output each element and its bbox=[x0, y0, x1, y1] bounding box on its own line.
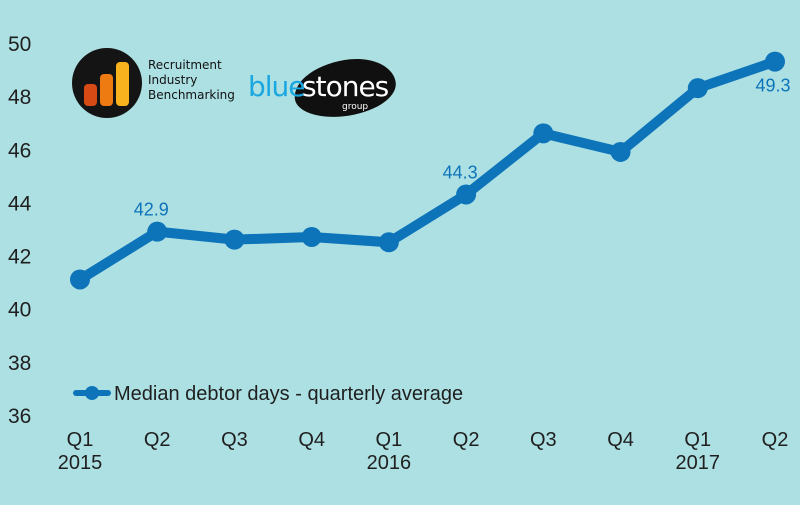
bluestones-group-logo: blue stones group bbox=[246, 54, 406, 122]
x-tick-label: Q3 bbox=[530, 429, 557, 451]
data-point bbox=[456, 184, 477, 205]
data-label: 42.9 bbox=[134, 200, 169, 220]
legend-marker bbox=[85, 386, 99, 400]
logo-text-line: Recruitment bbox=[148, 58, 222, 72]
x-year-label: 2016 bbox=[367, 452, 412, 474]
y-tick-label: 44 bbox=[8, 192, 32, 215]
y-tick-label: 36 bbox=[8, 405, 31, 428]
logo-word-blue: blue bbox=[248, 70, 306, 103]
data-point bbox=[610, 141, 631, 162]
legend-label: Median debtor days - quarterly average bbox=[114, 383, 463, 405]
data-point bbox=[224, 229, 245, 250]
logo-text-line: Benchmarking bbox=[148, 88, 235, 102]
y-tick-label: 46 bbox=[8, 139, 31, 162]
x-tick-label: Q4 bbox=[607, 429, 634, 451]
data-point bbox=[378, 232, 399, 253]
bar-chart-logo-icon bbox=[72, 48, 142, 118]
recruitment-industry-benchmarking-logo: Recruitment Industry Benchmarking bbox=[72, 48, 242, 120]
x-tick-label: Q2 bbox=[762, 429, 789, 451]
logo-text-line: Industry bbox=[148, 73, 198, 87]
x-tick-label: Q4 bbox=[298, 429, 325, 451]
data-label: 44.3 bbox=[443, 162, 478, 182]
data-point bbox=[533, 123, 554, 144]
y-tick-label: 50 bbox=[8, 33, 31, 56]
x-tick-label: Q1 bbox=[684, 429, 711, 451]
x-tick-label: Q2 bbox=[144, 429, 171, 451]
data-label: 49.3 bbox=[755, 76, 790, 96]
data-point bbox=[147, 221, 168, 242]
logo-word-group: group bbox=[342, 102, 369, 112]
x-tick-label: Q1 bbox=[376, 429, 403, 451]
x-tick-label: Q3 bbox=[221, 429, 248, 451]
logo-word-stones: stones bbox=[302, 70, 389, 103]
x-tick-label: Q1 bbox=[67, 429, 94, 451]
data-point bbox=[70, 269, 90, 290]
data-point bbox=[301, 226, 322, 247]
y-tick-label: 38 bbox=[8, 352, 31, 375]
data-point bbox=[687, 78, 708, 99]
y-tick-label: 42 bbox=[8, 246, 31, 269]
x-year-label: 2017 bbox=[676, 452, 721, 474]
series-line bbox=[75, 56, 780, 285]
data-point bbox=[765, 51, 785, 72]
x-year-label: 2015 bbox=[58, 452, 103, 474]
x-tick-label: Q2 bbox=[453, 429, 480, 451]
y-tick-label: 40 bbox=[8, 299, 31, 322]
y-tick-label: 48 bbox=[8, 86, 31, 109]
